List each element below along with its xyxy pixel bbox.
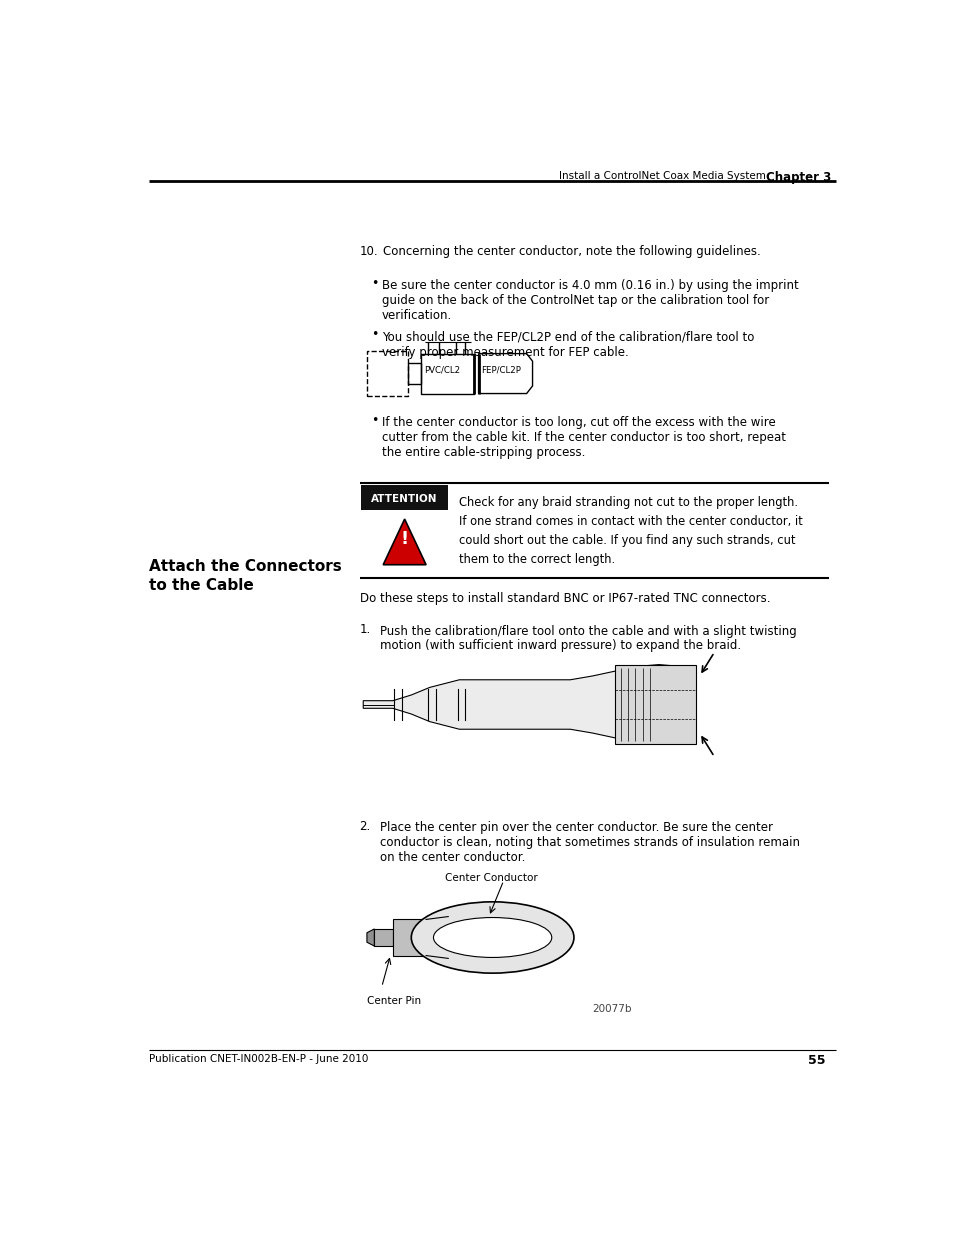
Text: the entire cable-stripping process.: the entire cable-stripping process.	[381, 446, 584, 459]
Bar	[407, 363, 420, 384]
Text: ATTENTION: ATTENTION	[371, 494, 437, 504]
Bar	[614, 664, 695, 745]
Text: Do these steps to install standard BNC or IP67-rated TNC connectors.: Do these steps to install standard BNC o…	[359, 593, 769, 605]
Text: cutter from the cable kit. If the center conductor is too short, repeat: cutter from the cable kit. If the center…	[381, 431, 785, 445]
Text: them to the correct length.: them to the correct length.	[459, 553, 615, 567]
Text: Check for any braid stranding not cut to the proper length.: Check for any braid stranding not cut to…	[459, 496, 798, 509]
Text: Install a ControlNet Coax Media System: Install a ControlNet Coax Media System	[558, 170, 765, 182]
Bar	[393, 919, 426, 956]
Text: •: •	[370, 277, 377, 289]
Polygon shape	[367, 929, 374, 946]
Text: Publication CNET-IN002B-EN-P - June 2010: Publication CNET-IN002B-EN-P - June 2010	[149, 1055, 368, 1065]
Text: •: •	[370, 329, 377, 341]
Text: PVC/CL2: PVC/CL2	[423, 366, 459, 375]
Text: FEP/CL2P: FEP/CL2P	[481, 366, 521, 375]
Text: Place the center pin over the center conductor. Be sure the center: Place the center pin over the center con…	[380, 821, 773, 835]
Text: could short out the cable. If you find any such strands, cut: could short out the cable. If you find a…	[459, 535, 795, 547]
Bar	[374, 929, 393, 946]
Ellipse shape	[433, 918, 551, 957]
Text: on the center conductor.: on the center conductor.	[380, 851, 525, 864]
Text: motion (with sufficient inward pressure) to expand the braid.: motion (with sufficient inward pressure)…	[380, 640, 740, 652]
Text: Concerning the center conductor, note the following guidelines.: Concerning the center conductor, note th…	[383, 246, 760, 258]
Bar	[367, 351, 407, 396]
Text: 55: 55	[807, 1055, 824, 1067]
Text: verify proper measurement for FEP cable.: verify proper measurement for FEP cable.	[381, 346, 628, 358]
Ellipse shape	[411, 902, 574, 973]
Text: Be sure the center conductor is 4.0 mm (0.16 in.) by using the imprint: Be sure the center conductor is 4.0 mm (…	[381, 279, 798, 293]
Text: Attach the Connectors: Attach the Connectors	[149, 559, 341, 574]
Text: conductor is clean, noting that sometimes strands of insulation remain: conductor is clean, noting that sometime…	[380, 836, 800, 850]
Text: Chapter 3: Chapter 3	[765, 170, 831, 184]
Bar	[420, 353, 474, 394]
Text: verification.: verification.	[381, 309, 452, 322]
Text: You should use the FEP/CL2P end of the calibration/flare tool to: You should use the FEP/CL2P end of the c…	[381, 331, 753, 343]
Text: Push the calibration/flare tool onto the cable and with a slight twisting: Push the calibration/flare tool onto the…	[380, 625, 796, 637]
Bar	[360, 485, 448, 510]
Text: If the center conductor is too long, cut off the excess with the wire: If the center conductor is too long, cut…	[381, 416, 775, 430]
Text: •: •	[370, 414, 377, 426]
Text: 20077b: 20077b	[592, 1004, 631, 1014]
Text: !: !	[400, 531, 408, 548]
Text: 1.: 1.	[359, 622, 371, 636]
Text: 2.: 2.	[359, 820, 371, 832]
Text: to the Cable: to the Cable	[149, 578, 253, 593]
Text: Center Pin: Center Pin	[367, 997, 420, 1007]
Polygon shape	[383, 519, 426, 564]
Text: 10.: 10.	[359, 246, 377, 258]
Polygon shape	[363, 664, 696, 745]
Text: Center Conductor: Center Conductor	[444, 873, 537, 883]
Text: guide on the back of the ControlNet tap or the calibration tool for: guide on the back of the ControlNet tap …	[381, 294, 768, 308]
Text: If one strand comes in contact with the center conductor, it: If one strand comes in contact with the …	[459, 515, 802, 529]
